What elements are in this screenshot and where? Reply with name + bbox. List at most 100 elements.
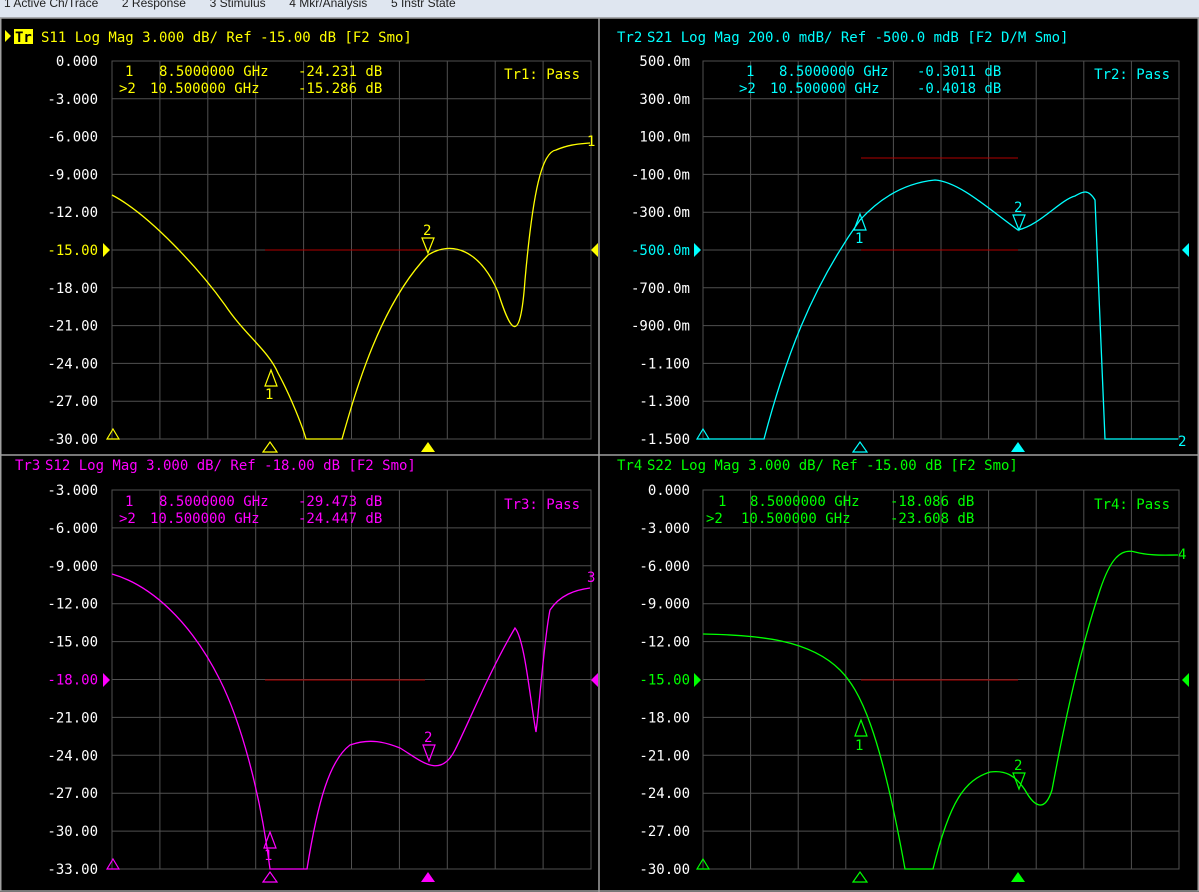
- trace-panel-tr4[interactable]: Tr4 S22 Log Mag 3.000 dB/ Ref -15.00 dB …: [617, 458, 1189, 883]
- y-axis-label: -1.300: [639, 394, 690, 410]
- marker-2-value: -24.447 dB: [298, 511, 382, 527]
- stimulus-marker-1-icon[interactable]: [851, 440, 869, 453]
- trace-id[interactable]: Tr2: [617, 30, 642, 46]
- trace-panel-tr1[interactable]: Tr1 S11 Log Mag 3.000 dB/ Ref -15.00 dB …: [5, 29, 598, 453]
- marker-1-on-trace-icon[interactable]: [264, 368, 278, 387]
- menu-item-instr-state[interactable]: 5 Instr State: [390, 0, 456, 10]
- ref-level-right-icon[interactable]: [1182, 673, 1189, 687]
- stimulus-marker-2-icon[interactable]: [1011, 442, 1025, 452]
- marker-1-freq: 8.5000000 GHz: [159, 494, 269, 510]
- marker-1-prefix: 1: [125, 64, 133, 80]
- trace-header[interactable]: S22 Log Mag 3.000 dB/ Ref -15.00 dB [F2 …: [647, 458, 1018, 474]
- marker-1-freq: 8.5000000 GHz: [750, 494, 860, 510]
- marker-2-on-trace-icon[interactable]: [421, 237, 435, 255]
- y-axis-labels: 0.000 -3.000 -6.000 -9.000 -12.00 -15.00 -18.0…: [639, 483, 690, 878]
- marker-1-on-trace-icon[interactable]: [263, 830, 277, 849]
- y-axis-label: -30.00: [47, 824, 98, 840]
- marker-1-on-trace-icon[interactable]: [853, 212, 867, 231]
- trace-id[interactable]: Tr3: [15, 458, 40, 474]
- stimulus-marker-2-icon[interactable]: [1011, 872, 1025, 882]
- marker-2-on-trace-icon[interactable]: [422, 744, 436, 763]
- pass-indicator: Tr1: Pass: [504, 67, 580, 83]
- ref-level-left-icon[interactable]: [694, 673, 701, 687]
- trace-panel-tr2[interactable]: Tr2 S21 Log Mag 200.0 mdB/ Ref -500.0 md…: [617, 30, 1189, 453]
- marker-1-on-trace-icon[interactable]: [854, 718, 868, 737]
- menu-item-response[interactable]: 2 Response: [121, 0, 186, 10]
- marker-2-value: -0.4018 dB: [917, 81, 1001, 97]
- ref-level-right-icon[interactable]: [591, 673, 598, 687]
- y-axis-label: -12.00: [639, 635, 690, 651]
- marker-2-on-trace-icon[interactable]: [1012, 214, 1026, 232]
- y-axis-label: -15.00: [47, 635, 98, 651]
- ref-level-left-icon[interactable]: [103, 243, 110, 257]
- y-axis-label: -12.00: [47, 597, 98, 613]
- pass-indicator: Tr3: Pass: [504, 497, 580, 513]
- trace-number: 1: [587, 134, 595, 150]
- trace-line: [111, 573, 591, 870]
- stimulus-marker-1-icon[interactable]: [851, 870, 869, 883]
- y-axis-label: -6.000: [47, 521, 98, 537]
- start-marker-icon: [695, 427, 711, 440]
- marker-1-label: 1: [855, 231, 863, 247]
- trace-number: 4: [1178, 547, 1186, 563]
- stimulus-marker-2-icon[interactable]: [421, 872, 435, 882]
- trace-header[interactable]: S21 Log Mag 200.0 mdB/ Ref -500.0 mdB [F…: [647, 30, 1068, 46]
- y-axis-label: -24.00: [47, 356, 98, 372]
- marker-2-prefix: >2: [119, 81, 136, 97]
- marker-2-label: 2: [423, 223, 431, 239]
- trace-number: 3: [587, 570, 595, 586]
- y-axis-label: -18.00: [47, 281, 98, 297]
- y-axis-label: -9.000: [47, 167, 98, 183]
- trace-panel-tr3[interactable]: Tr3 S12 Log Mag 3.000 dB/ Ref -18.00 dB …: [15, 458, 598, 883]
- y-axis-label: -24.00: [639, 786, 690, 802]
- y-axis-label: -27.00: [639, 824, 690, 840]
- marker-1-label: 1: [265, 387, 273, 403]
- marker-1-label: 1: [855, 738, 863, 754]
- y-axis-label: -100.0m: [631, 167, 690, 183]
- y-axis-label: 0.000: [648, 483, 690, 499]
- marker-2-on-trace-icon[interactable]: [1012, 772, 1026, 791]
- start-marker-icon: [695, 857, 711, 870]
- ref-level-right-icon[interactable]: [1182, 243, 1189, 257]
- pass-indicator: Tr4: Pass: [1094, 497, 1170, 513]
- ref-level-left-icon[interactable]: [103, 673, 110, 687]
- marker-2-prefix: >2: [119, 511, 136, 527]
- y-axis-label: -300.0m: [631, 205, 690, 221]
- y-axis-label: -15.00: [47, 243, 98, 259]
- y-axis-labels: 500.0m 300.0m 100.0m -100.0m -300.0m -500.0m -…: [631, 54, 690, 448]
- start-marker-icon: [105, 427, 121, 440]
- menu-item-active-ch-trace[interactable]: 1 Active Ch/Trace: [4, 0, 99, 10]
- y-axis-label: -700.0m: [631, 281, 690, 297]
- stimulus-marker-1-icon[interactable]: [261, 870, 279, 883]
- y-axis-label: -900.0m: [631, 319, 690, 335]
- y-axis-labels: -3.000 -6.000 -9.000 -12.00 -15.00 -18.00 -21.…: [47, 483, 98, 878]
- y-axis-label: -27.00: [47, 394, 98, 410]
- marker-2-freq: 10.500000 GHz: [150, 511, 260, 527]
- y-axis-label: -21.00: [47, 710, 98, 726]
- marker-1-value: -24.231 dB: [298, 64, 382, 80]
- trace-number: 2: [1178, 434, 1186, 450]
- y-axis-label: -9.000: [639, 597, 690, 613]
- menu-item-mkr-analysis[interactable]: 4 Mkr/Analysis: [289, 0, 368, 10]
- marker-1-freq: 8.5000000 GHz: [159, 64, 269, 80]
- marker-2-label: 2: [1014, 758, 1022, 774]
- trace-header[interactable]: S11 Log Mag 3.000 dB/ Ref -15.00 dB [F2 …: [41, 30, 412, 46]
- y-axis-label: -15.00: [639, 673, 690, 689]
- ref-level-left-icon[interactable]: [694, 243, 701, 257]
- stimulus-marker-2-icon[interactable]: [421, 442, 435, 452]
- stimulus-marker-1-icon[interactable]: [261, 440, 279, 453]
- marker-1-freq: 8.5000000 GHz: [779, 64, 889, 80]
- menu-item-stimulus[interactable]: 3 Stimulus: [209, 0, 266, 10]
- y-axis-label: -3.000: [47, 92, 98, 108]
- trace-id[interactable]: Tr1: [15, 30, 40, 46]
- marker-2-value: -15.286 dB: [298, 81, 382, 97]
- ref-level-right-icon[interactable]: [591, 243, 598, 257]
- y-axis-label: -3.000: [47, 483, 98, 499]
- trace-id[interactable]: Tr4: [617, 458, 642, 474]
- y-axis-label: -1.500: [639, 432, 690, 448]
- marker-2-freq: 10.500000 GHz: [770, 81, 880, 97]
- marker-2-freq: 10.500000 GHz: [741, 511, 851, 527]
- trace-header[interactable]: S12 Log Mag 3.000 dB/ Ref -18.00 dB [F2 …: [45, 458, 416, 474]
- marker-readout: 1 8.5000000 GHz -18.086 dB >2 10.500000 …: [706, 494, 974, 527]
